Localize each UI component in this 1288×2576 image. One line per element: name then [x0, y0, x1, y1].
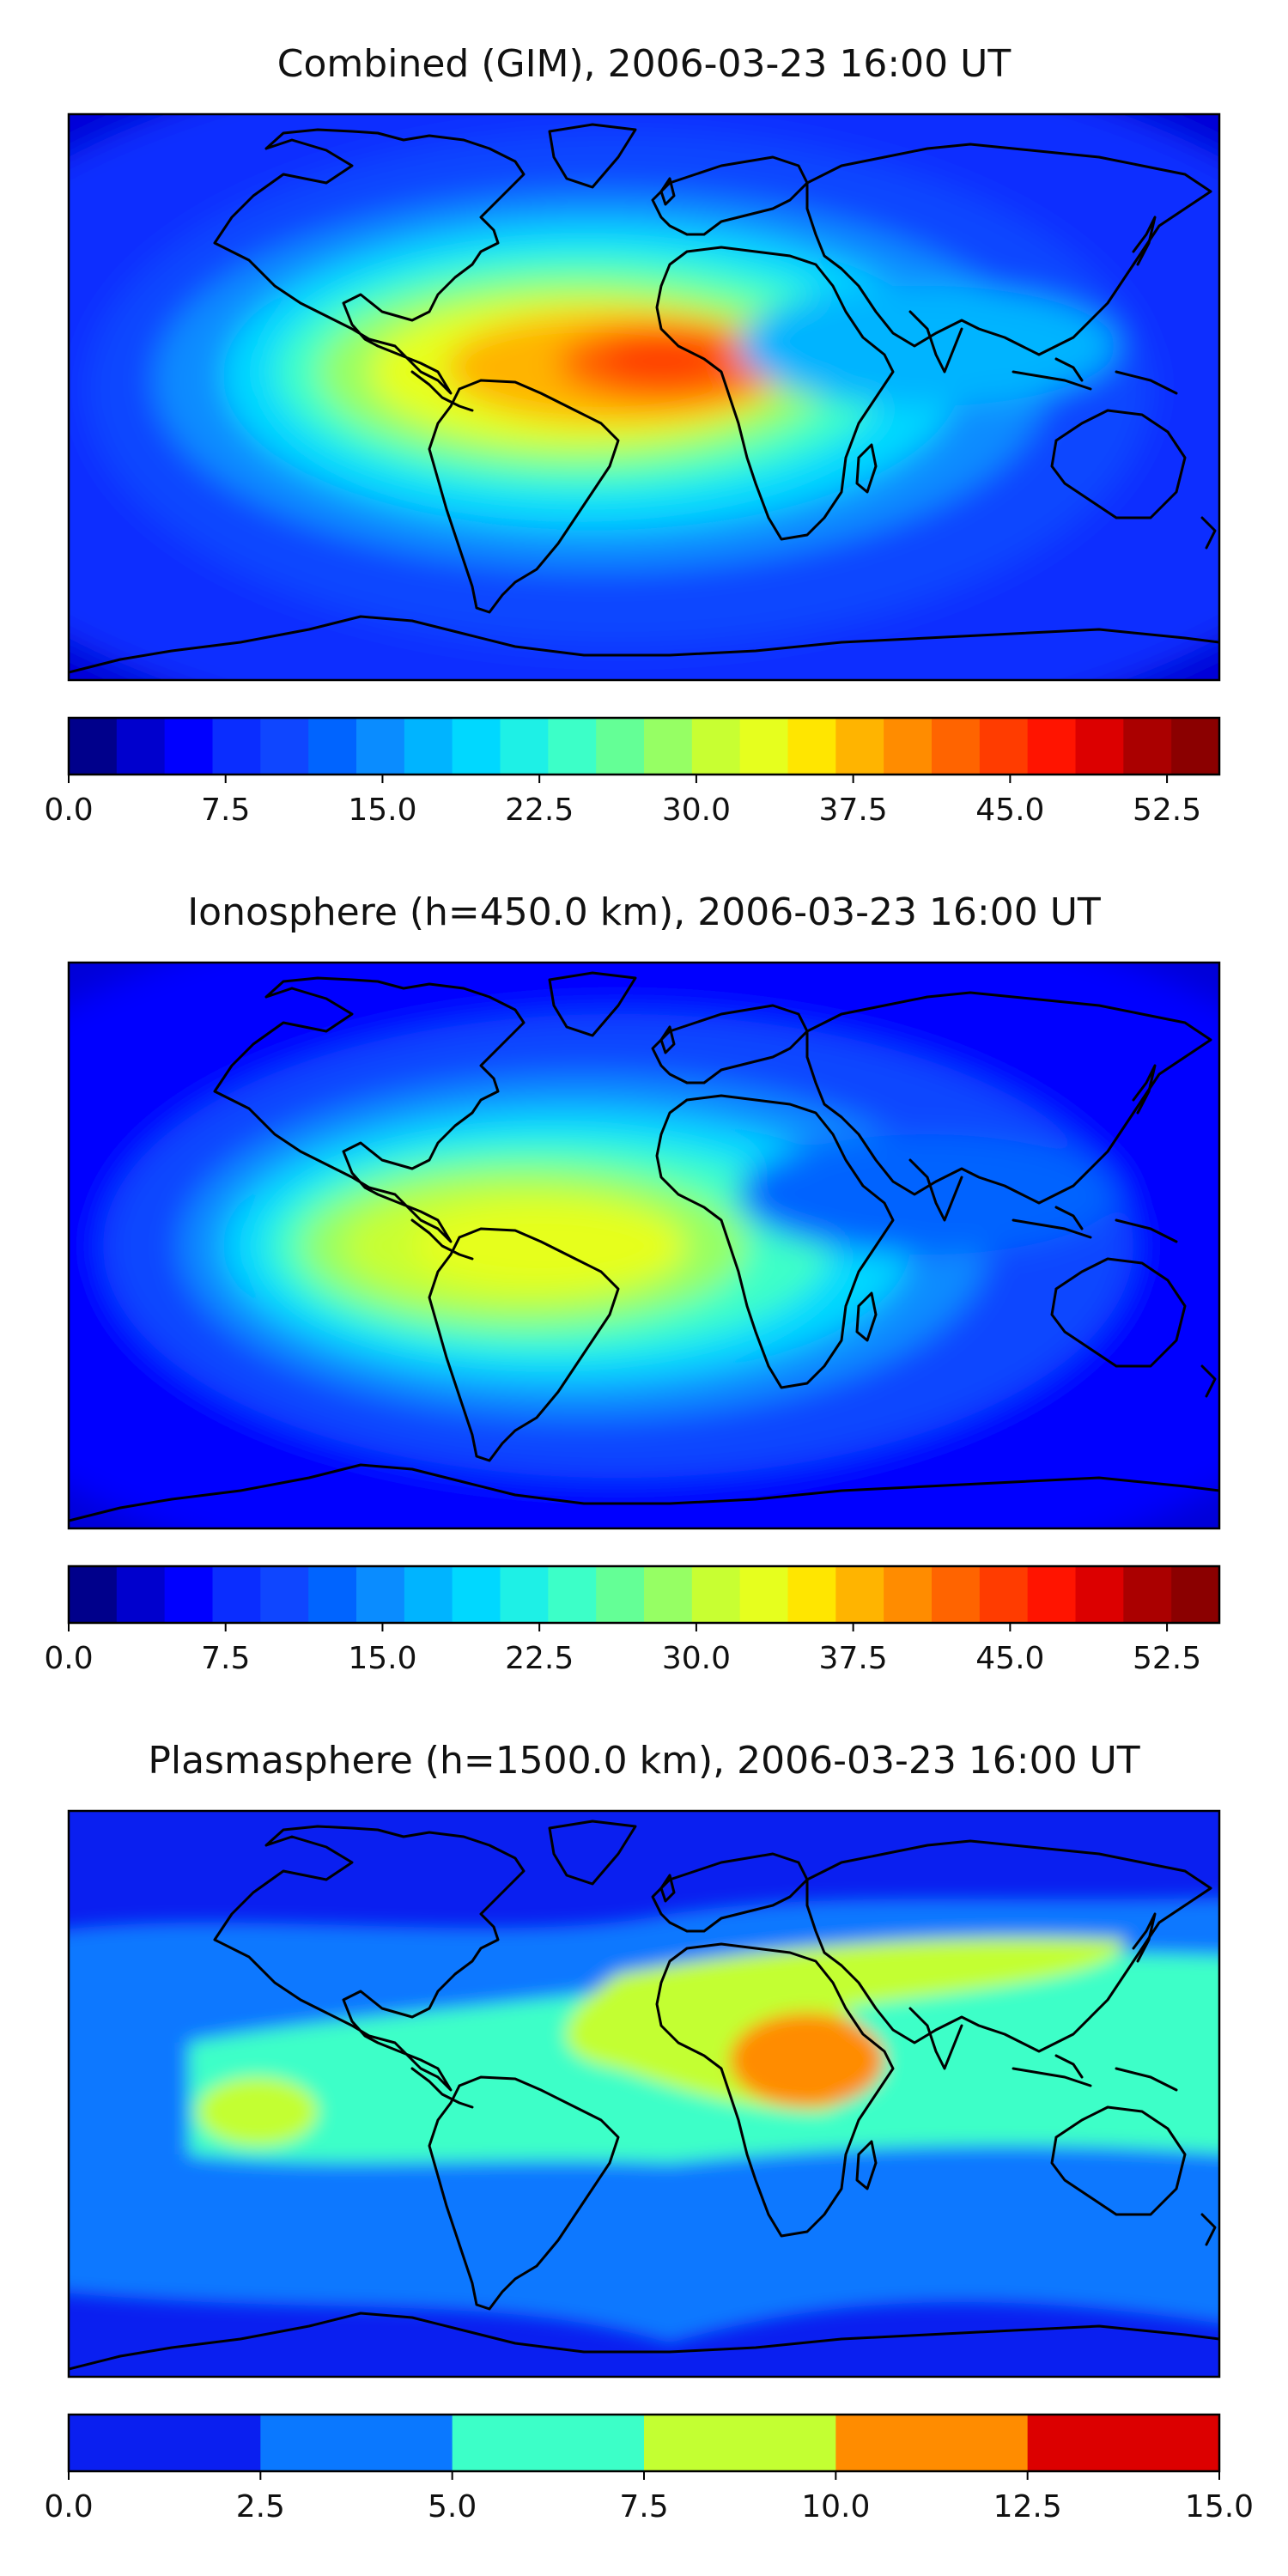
colorbar-bin [308, 718, 357, 775]
colorbar-tick-label: 15.0 [1185, 2489, 1254, 2524]
colorbar-bin [691, 718, 741, 775]
colorbar-tick-label: 12.5 [993, 2489, 1062, 2524]
colorbar-bin [212, 1566, 261, 1623]
colorbar: 0.0 7.5 15.0 22.5 30.0 37.5 45.0 52.5 [44, 716, 1221, 828]
colorbar-bin [979, 1566, 1029, 1623]
panel-combined: Combined (GIM), 2006-03-23 16:00 UT 0.0 7.… [44, 42, 1221, 828]
colorbar-bin [644, 2415, 836, 2471]
colorbar-bin [116, 1566, 166, 1623]
colorbar-frame [67, 716, 1221, 776]
panel-title: Plasmasphere (h=1500.0 km), 2006-03-23 1… [148, 1739, 1139, 1783]
colorbar-tick-label: 52.5 [1133, 793, 1201, 828]
colorbar-bin [404, 1566, 453, 1623]
colorbar-bin [739, 718, 788, 775]
colorbar-bin [835, 2415, 1029, 2471]
colorbar-tick-label: 15.0 [348, 793, 416, 828]
colorbar-tick-label: 52.5 [1133, 1641, 1201, 1676]
colorbar-tick-label: 7.5 [201, 1641, 250, 1676]
colorbar-bin [596, 1566, 645, 1623]
colorbar-bin [260, 2415, 453, 2471]
colorbar-bin [884, 718, 933, 775]
colorbar-bin [452, 718, 501, 775]
colorbar-tick-label: 37.5 [819, 793, 888, 828]
colorbar-bin [1027, 1566, 1076, 1623]
colorbar-tick-label: 22.5 [505, 1641, 574, 1676]
colorbar-bin [260, 718, 309, 775]
colorbar-tick-label: 0.0 [44, 1641, 93, 1676]
colorbar-frame [67, 1564, 1221, 1625]
panel-ionosphere: Ionosphere (h=450.0 km), 2006-03-23 16:0… [44, 890, 1221, 1676]
colorbar-bin [835, 1566, 884, 1623]
colorbar-bin [1075, 1566, 1124, 1623]
colorbar-bin [932, 718, 981, 775]
colorbar-bin [835, 718, 884, 775]
colorbar-bin [260, 1566, 309, 1623]
colorbar-bin [116, 718, 166, 775]
colorbar-bin [691, 1566, 741, 1623]
colorbar: 0.0 7.5 15.0 22.5 30.0 37.5 45.0 52.5 [44, 1564, 1221, 1676]
colorbar-bin [548, 1566, 597, 1623]
colorbar: 0.0 2.5 5.0 7.5 10.0 12.5 15.0 [44, 2413, 1254, 2524]
colorbar-bin [1171, 1566, 1220, 1623]
colorbar-bin [500, 1566, 549, 1623]
colorbar-bin [164, 1566, 213, 1623]
colorbar-bin [308, 1566, 357, 1623]
colorbar-bin [884, 1566, 933, 1623]
colorbar-bin [1027, 718, 1076, 775]
map-frame [67, 112, 1221, 682]
colorbar-bin [548, 718, 597, 775]
colorbar-tick-label: 37.5 [819, 1641, 888, 1676]
colorbar-bin [356, 718, 405, 775]
map-field [69, 963, 1219, 1528]
colorbar-bin [69, 2415, 261, 2471]
colorbar-bin [1171, 718, 1220, 775]
colorbar-bin [596, 718, 645, 775]
colorbar-bin [787, 1566, 836, 1623]
colorbar-tick-label: 22.5 [505, 793, 574, 828]
colorbar-bin [932, 1566, 981, 1623]
colorbar-bin [1027, 2415, 1220, 2471]
colorbar-tick-label: 30.0 [662, 1641, 731, 1676]
colorbar-bin [1123, 1566, 1172, 1623]
panel-plasmasphere: Plasmasphere (h=1500.0 km), 2006-03-23 1… [44, 1739, 1254, 2524]
colorbar-tick-label: 45.0 [975, 1641, 1044, 1676]
panel-title: Ionosphere (h=450.0 km), 2006-03-23 16:0… [187, 890, 1101, 934]
colorbar-bin [164, 718, 213, 775]
map-frame [67, 961, 1221, 1530]
colorbar-bin [644, 1566, 693, 1623]
panel-title: Combined (GIM), 2006-03-23 16:00 UT [277, 42, 1012, 86]
colorbar-bin [739, 1566, 788, 1623]
colorbar-tick-label: 7.5 [619, 2489, 668, 2524]
colorbar-tick-label: 15.0 [348, 1641, 416, 1676]
map-field [69, 114, 1219, 680]
colorbar-bin [644, 718, 693, 775]
colorbar-bin [1123, 718, 1172, 775]
colorbar-tick-label: 5.0 [428, 2489, 477, 2524]
colorbar-bin [404, 718, 453, 775]
colorbar-bin [787, 718, 836, 775]
colorbar-tick-label: 10.0 [801, 2489, 870, 2524]
colorbar-bin [69, 1566, 118, 1623]
colorbar-bin [69, 718, 118, 775]
colorbar-tick-label: 0.0 [44, 793, 93, 828]
colorbar-bin [500, 718, 549, 775]
colorbar-bin [979, 718, 1029, 775]
colorbar-bin [212, 718, 261, 775]
colorbar-tick-label: 45.0 [975, 793, 1044, 828]
colorbar-bin [452, 2415, 645, 2471]
colorbar-tick-label: 7.5 [201, 793, 250, 828]
map-frame [67, 1809, 1221, 2379]
colorbar-tick-label: 30.0 [662, 793, 731, 828]
colorbar-bin [1075, 718, 1124, 775]
colorbar-bin [356, 1566, 405, 1623]
map-field [69, 1811, 1219, 2377]
colorbar-tick-label: 2.5 [236, 2489, 285, 2524]
colorbar-bin [452, 1566, 501, 1623]
colorbar-tick-label: 0.0 [44, 2489, 93, 2524]
